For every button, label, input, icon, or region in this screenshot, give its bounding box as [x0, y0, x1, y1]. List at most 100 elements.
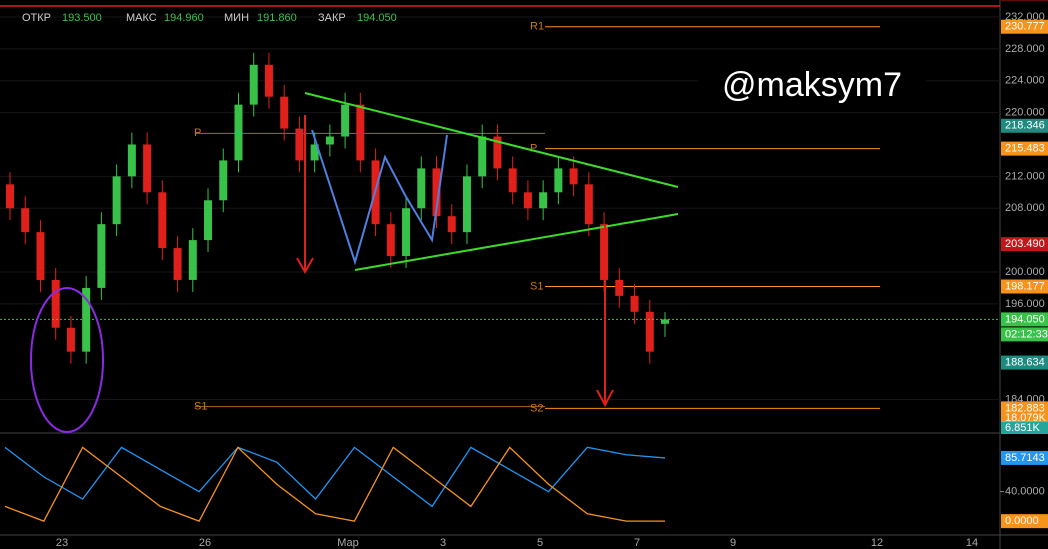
candle-body: [280, 96, 289, 129]
candle-body: [66, 327, 75, 352]
value: 193.500: [62, 12, 102, 24]
label: МАКС: [126, 12, 157, 24]
y-tick-label: 228.000: [1005, 43, 1045, 55]
candle-body: [143, 144, 152, 193]
candle-body: [325, 136, 334, 145]
candle-body: [234, 104, 243, 161]
price-tag-label: 194.050: [1005, 313, 1045, 325]
price-tag: [1001, 19, 1048, 34]
header: ОТКР 193.500 МАКС 194.960 МИН 191.860 ЗА…: [22, 12, 397, 24]
y-tick-label: 208.000: [1005, 202, 1045, 214]
osc-tag: [1001, 514, 1048, 529]
candle-body: [219, 160, 228, 201]
price-tag: [1001, 118, 1048, 133]
candle-body: [523, 192, 532, 209]
candle-body: [615, 279, 624, 296]
candle-body: [569, 168, 578, 185]
y-tick-label: 212.000: [1005, 170, 1045, 182]
label: ЗАКР: [318, 12, 346, 24]
watermark-box: [698, 63, 926, 109]
x-tick-label: 9: [730, 537, 736, 549]
candle-body: [188, 240, 197, 280]
y-tick-label: 200.000: [1005, 266, 1045, 278]
value: 194.050: [357, 12, 397, 24]
pivot-label: S1: [194, 401, 207, 413]
price-tag: [1001, 401, 1048, 416]
countdown: 02:12:33: [1005, 328, 1048, 340]
candle-body: [21, 208, 30, 233]
candle-body: [645, 311, 654, 352]
volume-tag-label: 18.079K: [1005, 412, 1047, 424]
candle-body: [356, 104, 365, 161]
candle-body: [386, 224, 395, 257]
osc-tick-label: 0.0000: [1005, 515, 1039, 527]
value: 191.860: [257, 12, 297, 24]
pivot-label: S1: [530, 280, 543, 292]
candle-body: [82, 287, 91, 352]
candle-body: [584, 184, 593, 225]
candle-body: [173, 248, 182, 280]
candle-body: [341, 104, 350, 137]
price-tag-label: 215.483: [1005, 143, 1045, 155]
watermark: @maksym7: [722, 66, 902, 104]
price-tag: [1001, 312, 1048, 327]
candle-body: [630, 295, 639, 312]
x-tick-label: 26: [199, 537, 211, 549]
price-tag: [1001, 141, 1048, 156]
y-tick-label: 224.000: [1005, 75, 1045, 87]
pivot-label: P: [530, 143, 537, 155]
price-tag-label: 182.883: [1005, 402, 1045, 414]
y-tick-label: 184.000: [1005, 393, 1045, 405]
volume-tag: [1001, 422, 1048, 434]
volume-tag-label: 6.851K: [1005, 422, 1041, 434]
oscillator-line: [4, 446, 665, 522]
candle-body: [478, 136, 487, 177]
candle-body: [539, 192, 548, 209]
pivot-label: S2: [530, 402, 543, 414]
price-tag-label: 198.177: [1005, 280, 1045, 292]
x-tick-label: Мар: [337, 537, 359, 549]
candle-body: [554, 168, 563, 193]
label: МИН: [224, 12, 249, 24]
oscillator-line: [4, 446, 666, 508]
candle-body: [97, 224, 106, 288]
x-tick-label: 14: [966, 537, 978, 549]
candle-body: [295, 128, 304, 161]
y-tick-label: 196.000: [1005, 298, 1045, 310]
candle-body: [661, 319, 669, 324]
candle-body: [447, 216, 456, 233]
countdown-box: [1001, 327, 1048, 342]
candle-body: [36, 232, 45, 280]
candle-body: [51, 279, 60, 328]
candle-body: [264, 64, 273, 97]
candle-body: [417, 168, 426, 209]
x-tick-label: 7: [634, 537, 640, 549]
price-tag-label: 203.490: [1005, 238, 1045, 250]
price-tag-label: 218.346: [1005, 120, 1045, 132]
candle-body: [402, 208, 411, 257]
x-tick-label: 3: [440, 537, 446, 549]
candle-body: [6, 184, 14, 209]
value: 194.960: [164, 12, 204, 24]
volume-tag: [1001, 412, 1048, 424]
price-tag: [1001, 237, 1048, 252]
candle-body: [127, 144, 136, 177]
price-tag-label: 188.634: [1005, 356, 1045, 368]
candle-body: [462, 176, 471, 233]
candle-body: [158, 192, 167, 249]
x-tick-label: 12: [871, 537, 883, 549]
price-tag: [1001, 279, 1048, 294]
candle-body: [493, 136, 502, 169]
osc-tag: [1001, 450, 1048, 465]
candle-body: [432, 168, 441, 217]
osc-tick-label: 40.0000: [1005, 486, 1045, 498]
y-tick-label: 232.000: [1005, 11, 1045, 23]
x-tick-label: 5: [537, 537, 543, 549]
candle-body: [112, 176, 121, 225]
price-tag: [1001, 355, 1048, 370]
price-tag-label: 230.777: [1005, 21, 1045, 33]
pivot-label: P: [194, 127, 201, 139]
pivot-label: R1: [530, 21, 544, 33]
candle-body: [204, 200, 213, 241]
